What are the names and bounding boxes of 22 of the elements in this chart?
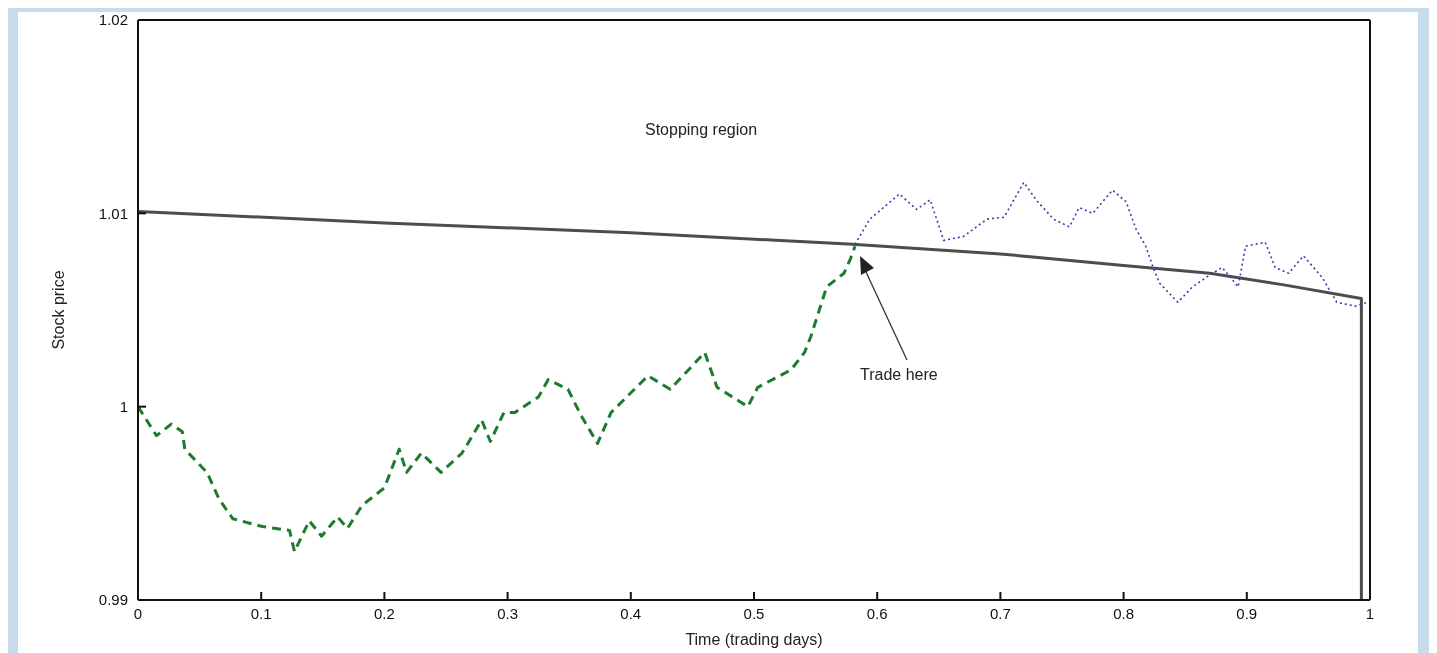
x-tick-label: 0.7: [989, 604, 1011, 622]
y-tick-label: 1.01: [98, 204, 128, 222]
x-tick-label: 0.9: [1236, 604, 1258, 622]
x-tick-label: 0.6: [866, 604, 888, 622]
x-tick-label: 0.2: [373, 604, 395, 622]
x-tick-label: 0.3: [497, 604, 519, 622]
y-tick-label: 0.99: [98, 591, 128, 609]
annotation: Trade here: [860, 366, 938, 383]
x-tick-label: 1: [1365, 604, 1375, 622]
line-series: [138, 209, 1363, 600]
line-series: [138, 244, 857, 554]
x-tick-label: 0.1: [250, 604, 272, 622]
x-axis-title: Time (trading days): [685, 631, 823, 648]
line-series: [854, 181, 1369, 307]
x-tick-label: 0.4: [620, 604, 642, 622]
y-axis-title: Stock price: [49, 270, 67, 350]
annotation: Stopping region: [645, 121, 758, 138]
y-tick-label: 1: [119, 397, 128, 415]
x-tick-label: 0.5: [743, 604, 765, 622]
y-tick-label: 1.02: [98, 11, 128, 29]
x-tick-label: 0.8: [1113, 604, 1135, 622]
x-tick-label: 0: [133, 604, 143, 622]
